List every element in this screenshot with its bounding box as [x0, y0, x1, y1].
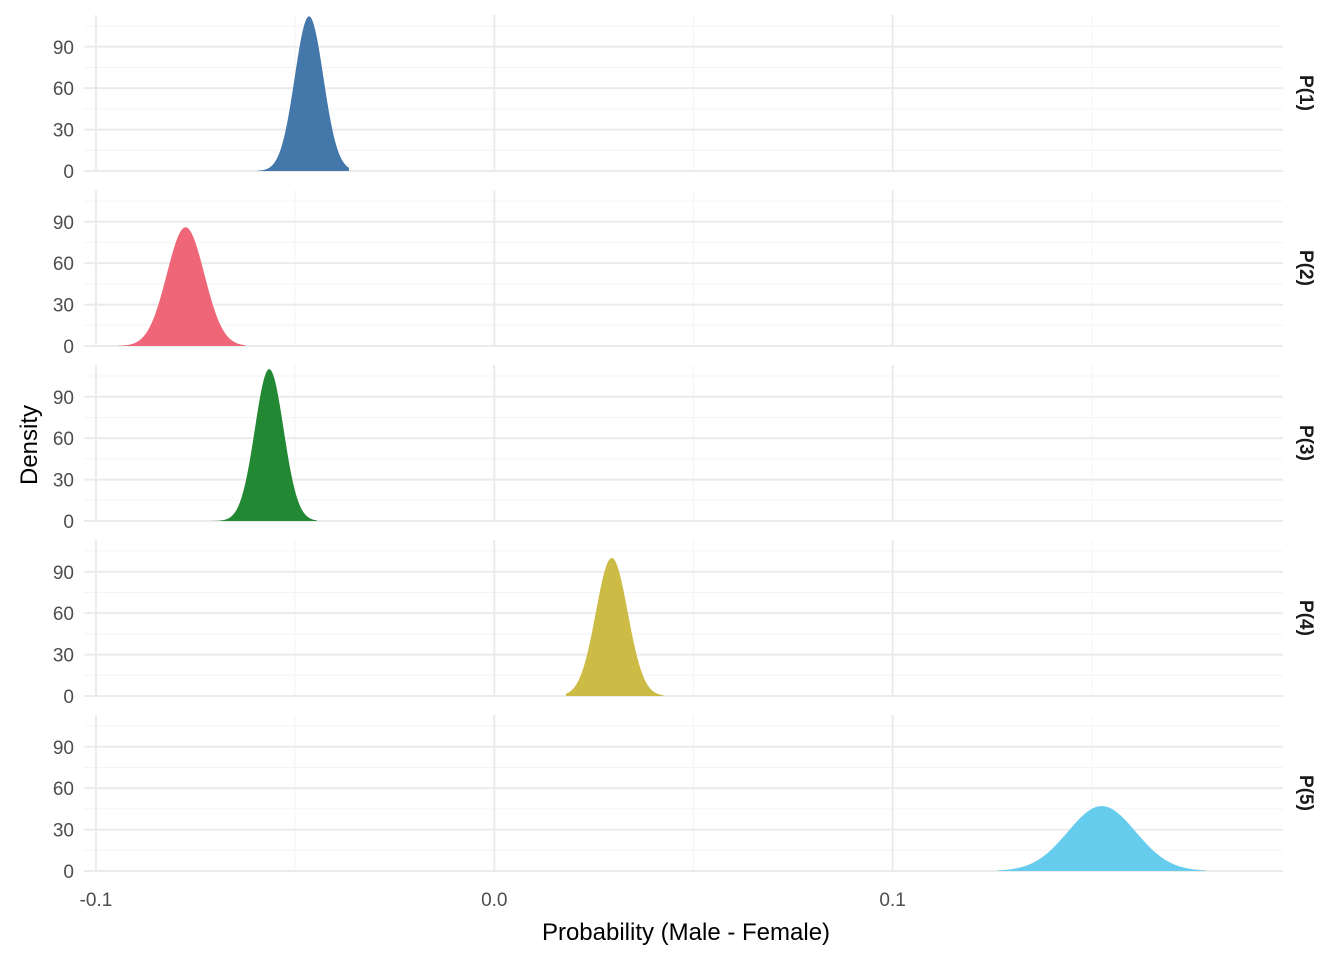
- facet-strip-label: P(4): [1295, 600, 1316, 636]
- y-tick-label: 60: [53, 779, 74, 800]
- density-area: [565, 557, 664, 696]
- facet-panels: 0 30 60 90 P(1) 0 30 60 90 P(2) 0 30 60 90 P(3) 0 30 60 90…: [53, 15, 1316, 883]
- density-area: [998, 806, 1206, 871]
- y-tick-label: 90: [53, 563, 74, 584]
- facet-strip-label: P(5): [1295, 775, 1316, 811]
- y-tick-label: 0: [63, 687, 74, 708]
- density-area: [257, 16, 349, 171]
- y-tick-label: 30: [53, 821, 74, 842]
- facet-panel: 0 30 60 90 P(4): [53, 540, 1316, 708]
- facet-panel: 0 30 60 90 P(5): [53, 715, 1316, 883]
- y-tick-label: 0: [63, 862, 74, 883]
- x-tick-label: 0.0: [481, 890, 507, 911]
- density-area: [205, 369, 318, 521]
- facet-panel: 0 30 60 90 P(3): [53, 365, 1316, 533]
- density-area: [117, 227, 246, 346]
- y-tick-label: 60: [53, 604, 74, 625]
- x-axis: -0.1 0.0 0.1: [80, 890, 906, 911]
- facet-strip-label: P(2): [1295, 250, 1316, 286]
- y-tick-label: 90: [53, 38, 74, 59]
- y-tick-label: 0: [63, 162, 74, 183]
- y-tick-label: 0: [63, 337, 74, 358]
- y-tick-label: 30: [53, 296, 74, 317]
- x-tick-label: -0.1: [80, 890, 113, 911]
- y-tick-label: 90: [53, 738, 74, 759]
- facet-panel: 0 30 60 90 P(2): [53, 190, 1316, 358]
- y-tick-label: 60: [53, 79, 74, 100]
- y-tick-label: 60: [53, 254, 74, 275]
- y-tick-label: 30: [53, 471, 74, 492]
- x-tick-label: 0.1: [879, 890, 905, 911]
- y-tick-label: 30: [53, 646, 74, 667]
- y-tick-label: 30: [53, 121, 74, 142]
- x-axis-title: Probability (Male - Female): [542, 919, 830, 946]
- facet-strip-label: P(3): [1295, 425, 1316, 461]
- y-tick-label: 90: [53, 213, 74, 234]
- y-tick-label: 60: [53, 429, 74, 450]
- facet-strip-label: P(1): [1295, 75, 1316, 111]
- facet-panel: 0 30 60 90 P(1): [53, 15, 1316, 183]
- y-tick-label: 90: [53, 388, 74, 409]
- y-tick-label: 0: [63, 512, 74, 533]
- y-axis-title: Density: [16, 405, 43, 485]
